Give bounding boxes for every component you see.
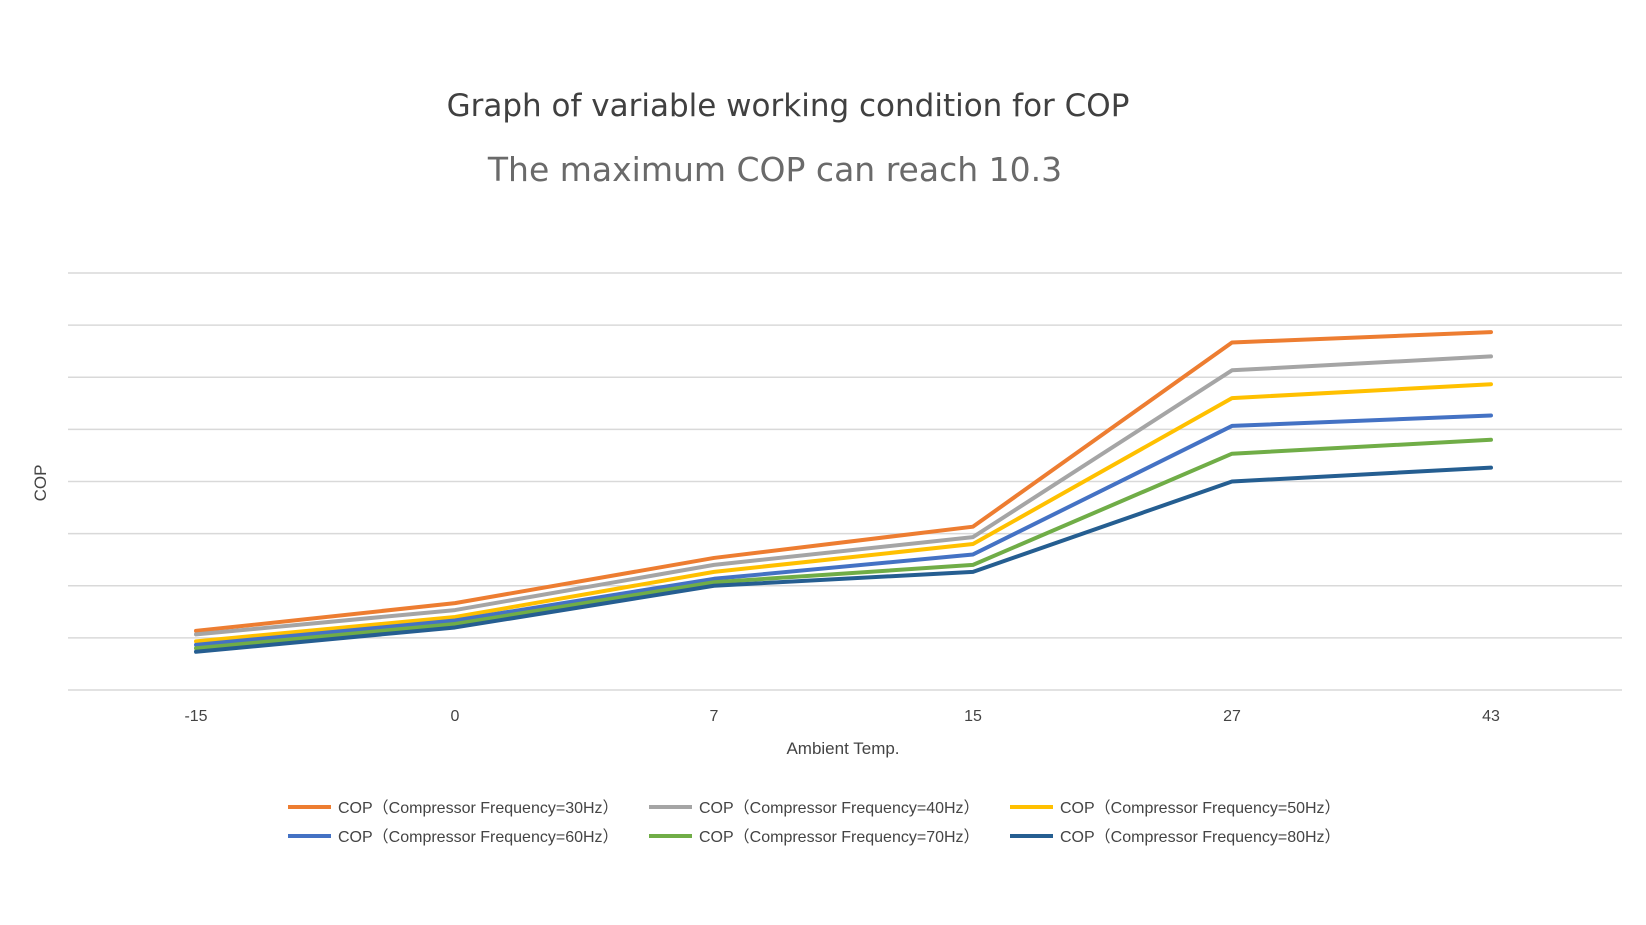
legend: COP（Compressor Frequency=30Hz） COP（Compre… [288, 799, 1341, 846]
chart-title: Graph of variable working condition for … [447, 88, 1130, 124]
legend-label: COP（Compressor Frequency=40Hz） [699, 799, 980, 817]
chart-subtitle: The maximum COP can reach 10.3 [487, 150, 1062, 189]
series-lines [194, 330, 1493, 654]
x-tick-label: 7 [710, 708, 719, 725]
legend-label: COP（Compressor Frequency=80Hz） [1060, 828, 1341, 846]
series-line-1 [194, 330, 1493, 633]
series-line-2 [194, 354, 1493, 637]
x-tick-label: 0 [451, 708, 460, 725]
x-tick-label: 43 [1482, 708, 1500, 725]
x-tick-label: 15 [964, 708, 982, 725]
legend-label: COP（Compressor Frequency=30Hz） [338, 799, 619, 817]
x-axis-ticks: -15 0 7 15 27 43 [184, 708, 1500, 725]
series-line-4 [194, 413, 1493, 647]
x-axis-label: Ambient Temp. [786, 739, 899, 758]
series-line-5 [194, 437, 1493, 651]
legend-label: COP（Compressor Frequency=70Hz） [699, 828, 980, 846]
y-axis-label: COP [31, 465, 50, 502]
x-tick-label: 27 [1223, 708, 1241, 725]
series-line-3 [194, 382, 1493, 644]
legend-label: COP（Compressor Frequency=50Hz） [1060, 799, 1341, 817]
series-line-6 [194, 465, 1493, 654]
x-tick-label: -15 [184, 708, 207, 725]
legend-label: COP（Compressor Frequency=60Hz） [338, 828, 619, 846]
